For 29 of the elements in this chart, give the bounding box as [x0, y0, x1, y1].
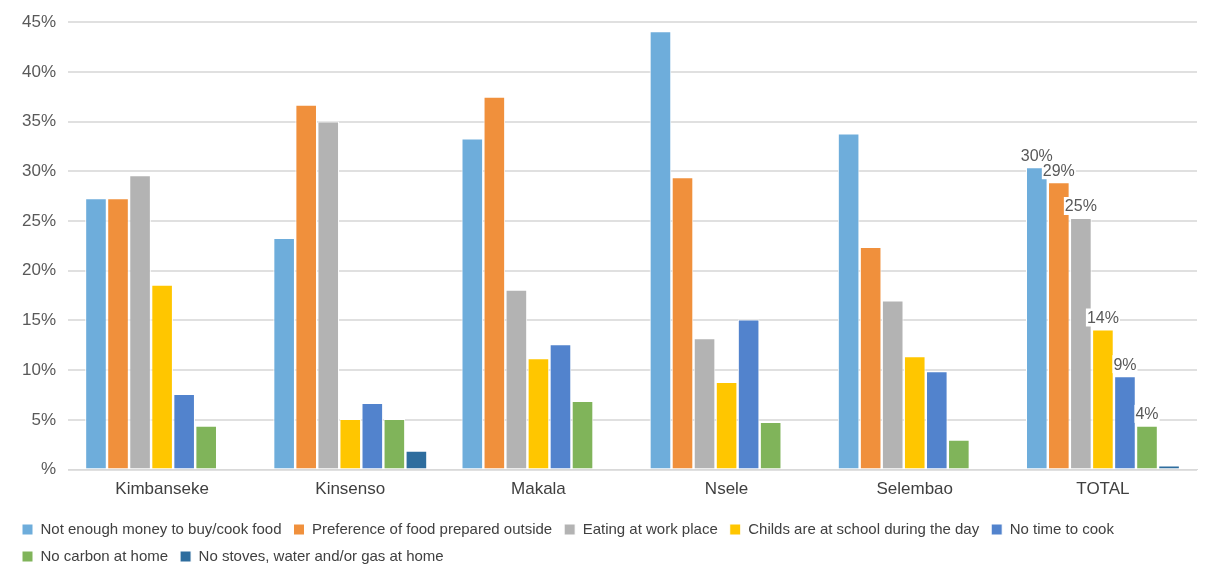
- legend-label: Not enough money to buy/cook food: [40, 519, 282, 537]
- y-tick-label: %: [40, 459, 57, 479]
- y-tick-label: 40%: [21, 61, 57, 81]
- data-label: 4%: [1135, 405, 1159, 423]
- y-tick-label: 10%: [21, 359, 57, 379]
- x-tick-label: Nsele: [704, 479, 749, 499]
- x-tick-label: Kinsenso: [315, 479, 386, 499]
- legend-label: No stoves, water and/or gas at home: [198, 546, 444, 564]
- data-label: 9%: [1113, 355, 1137, 373]
- y-tick-label: 30%: [21, 161, 57, 181]
- x-tick-label: Makala: [511, 479, 567, 499]
- data-label: 29%: [1042, 161, 1075, 179]
- legend-label: Childs are at school during the day: [748, 519, 980, 537]
- data-label: 30%: [1020, 146, 1053, 164]
- y-tick-label: 25%: [21, 210, 57, 230]
- x-tick-label: TOTAL: [1076, 479, 1130, 499]
- legend-label: No carbon at home: [40, 546, 169, 564]
- y-tick-label: 20%: [21, 260, 57, 280]
- y-tick-label: 45%: [21, 11, 57, 31]
- legend-label: Preference of food prepared outside: [312, 519, 553, 537]
- legend-label: No time to cook: [1009, 519, 1115, 537]
- legend-label: Eating at work place: [582, 519, 718, 537]
- y-tick-label: 35%: [21, 111, 57, 131]
- y-tick-label: 15%: [21, 310, 57, 330]
- x-tick-label: Selembao: [876, 479, 954, 499]
- data-label: 25%: [1064, 197, 1097, 215]
- x-tick-label: Kimbanseke: [115, 479, 209, 499]
- y-tick-label: 5%: [31, 409, 57, 429]
- data-label: 14%: [1086, 308, 1119, 326]
